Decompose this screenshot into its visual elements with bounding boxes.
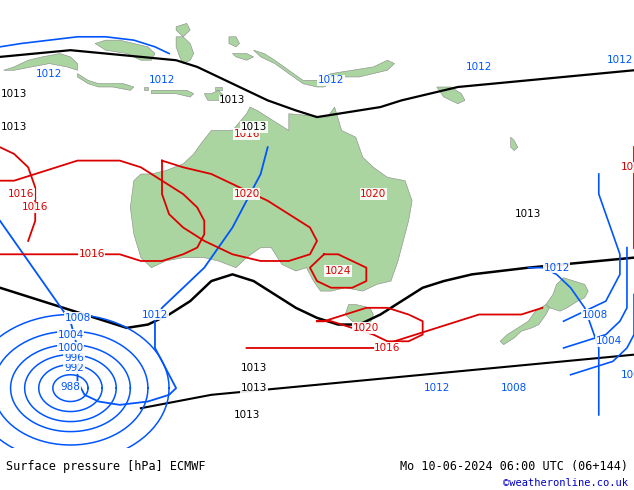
Text: 988: 988: [60, 382, 81, 392]
Text: 1013: 1013: [233, 410, 260, 420]
Text: 1008: 1008: [501, 383, 527, 393]
Polygon shape: [204, 90, 226, 100]
Text: 1004: 1004: [57, 330, 84, 340]
Text: 1016: 1016: [374, 343, 401, 353]
Polygon shape: [176, 37, 194, 64]
Text: 1013: 1013: [1, 89, 27, 98]
Text: 1016: 1016: [233, 129, 260, 139]
Polygon shape: [95, 40, 155, 60]
Text: 1013: 1013: [515, 209, 541, 219]
Text: 1020: 1020: [233, 189, 260, 199]
Polygon shape: [229, 37, 240, 47]
Polygon shape: [511, 137, 518, 150]
Text: 1020: 1020: [360, 189, 387, 199]
Text: 996: 996: [64, 353, 84, 363]
Text: 1016: 1016: [8, 189, 34, 199]
Text: Surface pressure [hPa] ECMWF: Surface pressure [hPa] ECMWF: [6, 460, 206, 473]
Text: 1012: 1012: [607, 55, 633, 65]
Text: 1008: 1008: [582, 310, 609, 319]
Text: 1016: 1016: [22, 202, 48, 213]
Text: 1004: 1004: [596, 336, 623, 346]
Text: 1012: 1012: [142, 310, 168, 319]
Text: 10: 10: [621, 162, 633, 172]
Polygon shape: [437, 87, 465, 104]
Polygon shape: [254, 50, 394, 87]
Polygon shape: [500, 304, 550, 344]
Text: 1013: 1013: [240, 383, 267, 393]
Text: 1012: 1012: [424, 383, 450, 393]
Polygon shape: [345, 304, 373, 324]
Polygon shape: [546, 278, 588, 311]
Polygon shape: [131, 107, 412, 291]
Text: 1012: 1012: [318, 75, 344, 85]
Text: 1008: 1008: [65, 313, 91, 323]
Text: 1000: 1000: [58, 343, 84, 353]
Text: ©weatheronline.co.uk: ©weatheronline.co.uk: [503, 478, 628, 488]
Polygon shape: [233, 53, 254, 60]
Text: 1013: 1013: [240, 122, 267, 132]
Text: 1013: 1013: [1, 122, 27, 132]
Text: 1012: 1012: [36, 69, 63, 78]
Text: Mo 10-06-2024 06:00 UTC (06+144): Mo 10-06-2024 06:00 UTC (06+144): [399, 460, 628, 473]
Text: 1012: 1012: [466, 62, 492, 72]
Polygon shape: [145, 87, 148, 90]
Polygon shape: [152, 90, 194, 97]
Text: 1000: 1000: [621, 370, 634, 380]
Text: 1024: 1024: [325, 266, 351, 276]
Text: 1013: 1013: [219, 96, 245, 105]
Text: 1012: 1012: [543, 263, 570, 272]
Text: 1016: 1016: [79, 249, 105, 259]
Polygon shape: [176, 24, 190, 37]
Text: 1013: 1013: [240, 363, 267, 373]
Text: 992: 992: [64, 363, 84, 373]
Polygon shape: [4, 53, 77, 70]
Polygon shape: [77, 74, 134, 90]
Text: 1012: 1012: [149, 75, 175, 85]
Text: 1020: 1020: [353, 323, 379, 333]
Polygon shape: [215, 87, 222, 90]
